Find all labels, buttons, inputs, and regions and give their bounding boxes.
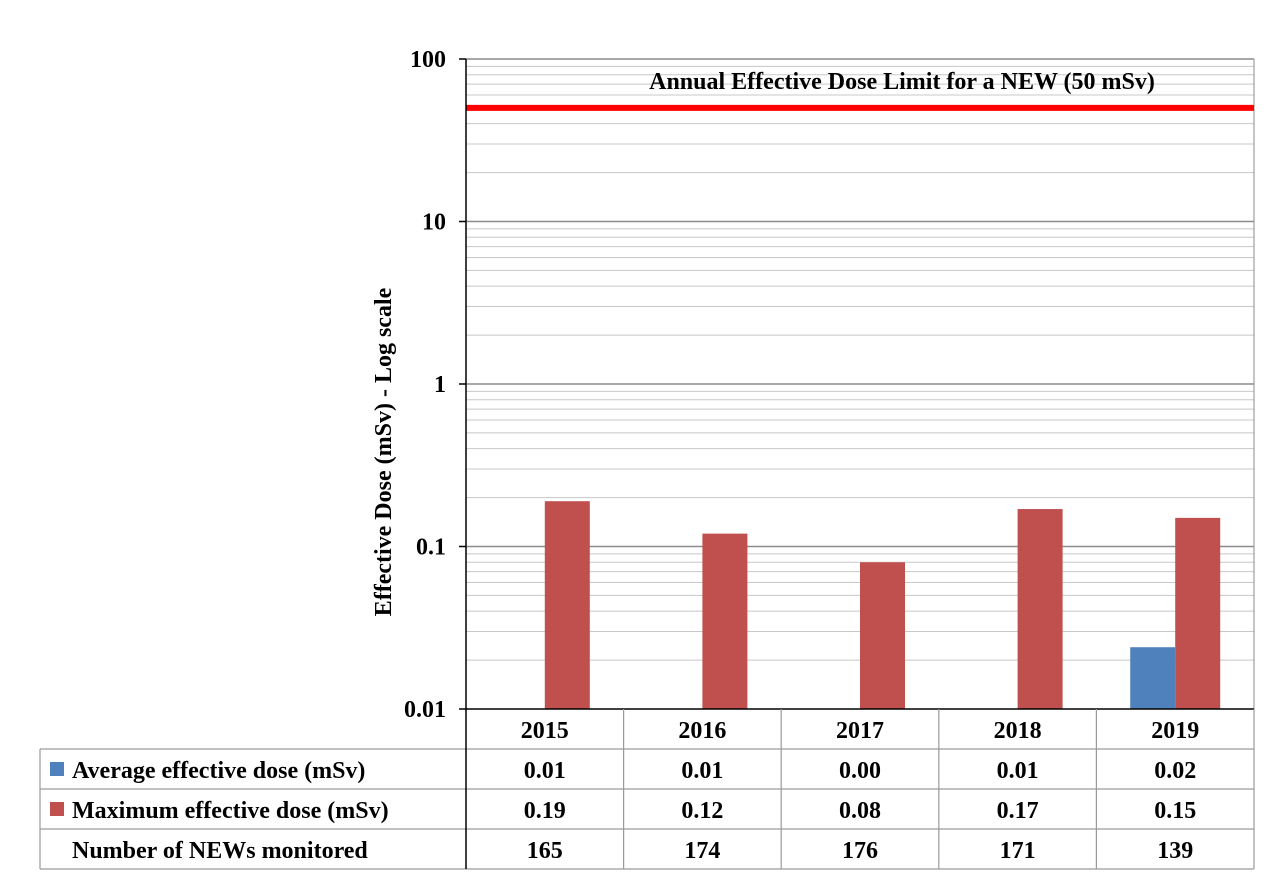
- bar-maximum-2019: [1175, 517, 1221, 709]
- table-row-label: Maximum effective dose (mSv): [72, 798, 389, 824]
- table-cell: 0.12: [681, 798, 723, 824]
- category-label-2018: 2018: [994, 718, 1042, 744]
- bars: [544, 501, 1221, 709]
- table-row-label: Average effective dose (mSv): [72, 758, 365, 784]
- table-cell: 171: [1000, 838, 1036, 864]
- table-cell: 0.19: [524, 798, 566, 824]
- bar-maximum-2018: [1017, 509, 1063, 709]
- y-tick-label: 0.01: [404, 697, 446, 723]
- y-tick-label: 100: [410, 47, 446, 73]
- gridlines: [466, 58, 1255, 709]
- data-table: 2015 2016 2017 2018 2019 Average effective do…: [39, 708, 1255, 870]
- y-tick-label: 10: [422, 210, 446, 236]
- legend-key-0: [50, 762, 64, 776]
- table-cell: 0.00: [839, 758, 881, 784]
- axes: 0.01 0.1 1 10 100 Effective Dose (mSv) - Log …: [371, 47, 467, 723]
- bar-maximum-2017: [860, 562, 905, 709]
- legend-key-1: [50, 802, 64, 816]
- table-cell: 0.02: [1154, 758, 1196, 784]
- category-label-2019: 2019: [1151, 718, 1199, 744]
- category-label-2016: 2016: [678, 718, 726, 744]
- dose-limit-label: Annual Effective Dose Limit for a NEW (5…: [649, 69, 1155, 95]
- y-axis-label: Effective Dose (mSv) - Log scale: [371, 287, 397, 616]
- table-cell: 139: [1157, 838, 1193, 864]
- y-tick-label: 1: [434, 372, 446, 398]
- table-cell: 174: [684, 838, 720, 864]
- table-cell: 176: [842, 838, 878, 864]
- reference-line-group: Annual Effective Dose Limit for a NEW (5…: [466, 69, 1254, 111]
- table-cell: 0.17: [997, 798, 1039, 824]
- category-label-2015: 2015: [521, 718, 569, 744]
- category-label-2017: 2017: [836, 718, 884, 744]
- table-cell: 165: [527, 838, 563, 864]
- table-cell: 0.08: [839, 798, 881, 824]
- bar-maximum-2016: [702, 533, 748, 709]
- table-cell: 0.01: [997, 758, 1039, 784]
- table-cell: 0.15: [1154, 798, 1196, 824]
- bar-average-2019: [1130, 647, 1176, 709]
- table-cell: 0.01: [524, 758, 566, 784]
- table-cell: 0.01: [681, 758, 723, 784]
- bar-maximum-2015: [544, 501, 590, 709]
- y-tick-label: 0.1: [416, 535, 446, 561]
- table-row-label: Number of NEWs monitored: [72, 838, 368, 864]
